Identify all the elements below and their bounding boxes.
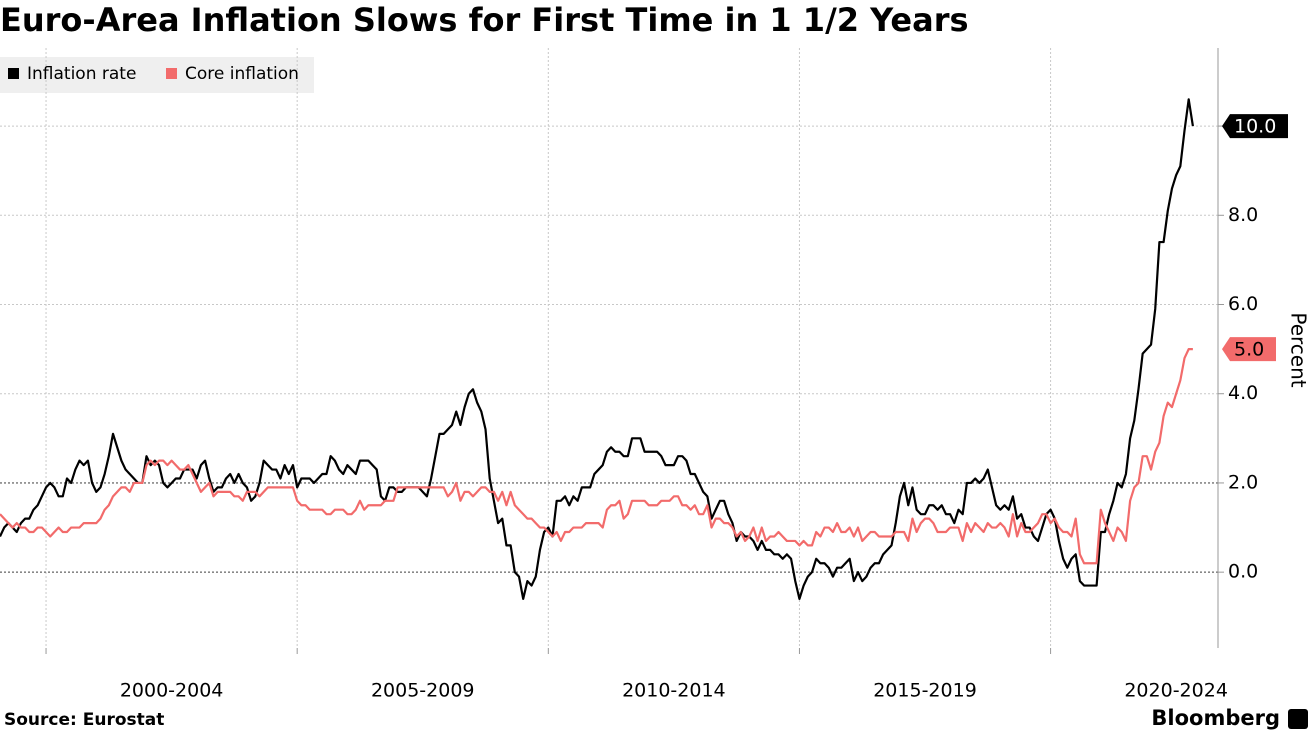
legend-label: Inflation rate bbox=[27, 64, 136, 84]
x-tick-label: 2000-2004 bbox=[120, 680, 224, 702]
legend-swatch bbox=[8, 68, 19, 79]
end-badge: 5.0 bbox=[1222, 337, 1276, 362]
legend-swatch bbox=[166, 68, 177, 79]
brand: Bloomberg bbox=[1151, 706, 1280, 730]
legend-box bbox=[0, 57, 314, 93]
y-tick-label: 0.0 bbox=[1228, 561, 1258, 583]
brand-icon bbox=[1288, 709, 1308, 729]
series-line bbox=[0, 348, 1193, 565]
end-badge: 10.0 bbox=[1222, 114, 1288, 139]
end-badge-shape bbox=[1222, 337, 1276, 362]
end-badge-shape bbox=[1222, 114, 1288, 139]
plot: 2000-2004 2005-2009 2010-2014 2015-2019 2020… bbox=[0, 48, 1288, 702]
y-tick-label: 6.0 bbox=[1228, 293, 1258, 315]
end-badge-label: 10.0 bbox=[1234, 116, 1276, 138]
chart-title: Euro-Area Inflation Slows for First Time… bbox=[0, 1, 969, 39]
y-tick-label: 4.0 bbox=[1228, 382, 1258, 404]
x-tick-label: 2005-2009 bbox=[371, 680, 475, 702]
legend-label: Core inflation bbox=[185, 64, 299, 84]
series-line bbox=[0, 98, 1194, 601]
end-badge-label: 5.0 bbox=[1234, 339, 1264, 361]
x-tick-label: 2020-2024 bbox=[1124, 680, 1228, 702]
y-tick-label: 8.0 bbox=[1228, 204, 1258, 226]
x-tick-label: 2010-2014 bbox=[622, 680, 726, 702]
source: Source: Eurostat bbox=[4, 710, 164, 730]
y-axis-label: Percent bbox=[1287, 312, 1311, 387]
y-tick-label: 2.0 bbox=[1228, 471, 1258, 493]
x-tick-label: 2015-2019 bbox=[873, 680, 977, 702]
